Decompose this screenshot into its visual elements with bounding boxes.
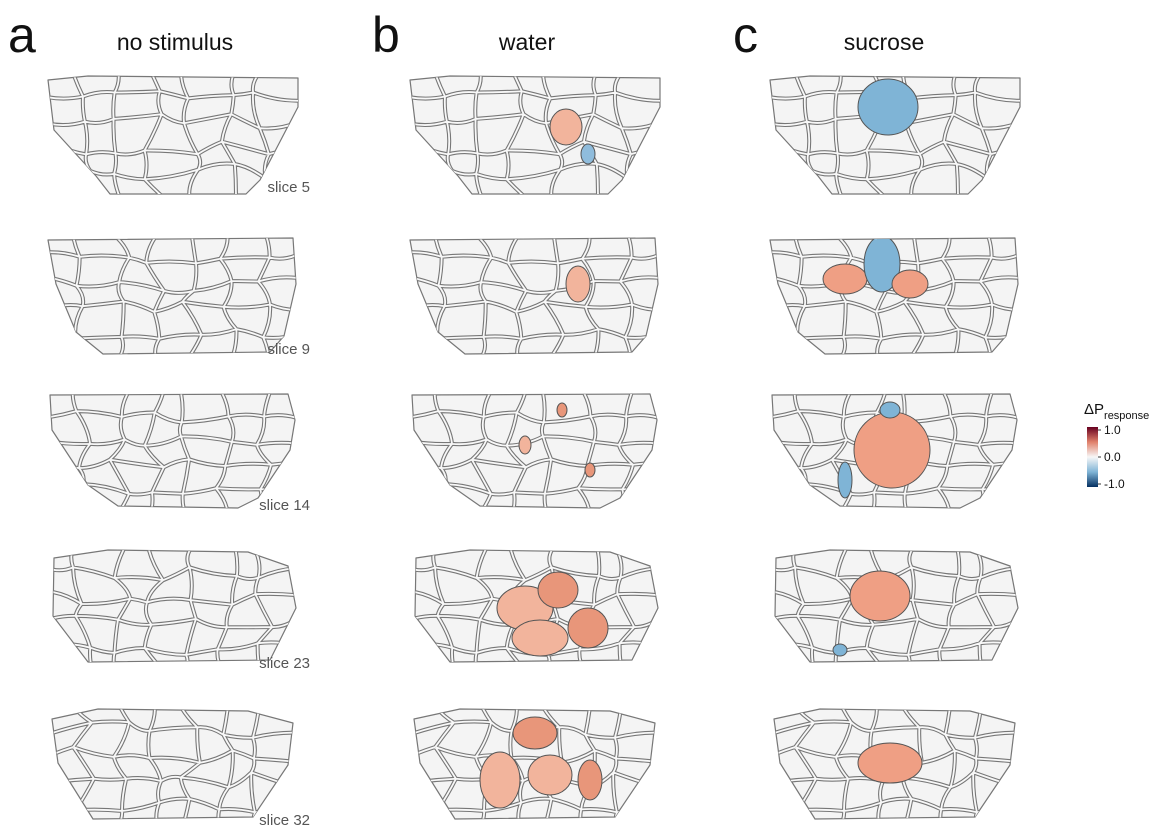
slice-grid: slice 5 slice 9 slice 14 slice 23 slice 32 bbox=[48, 72, 1020, 827]
response-region bbox=[854, 412, 930, 488]
response-region bbox=[557, 403, 567, 417]
slice-label: slice 14 bbox=[259, 497, 310, 514]
response-region bbox=[880, 402, 900, 418]
response-region bbox=[838, 462, 852, 498]
response-region bbox=[578, 760, 602, 800]
panel-title: sucrose bbox=[844, 29, 925, 55]
response-region bbox=[585, 463, 595, 477]
slice-label: slice 23 bbox=[259, 655, 310, 672]
brain-slice bbox=[48, 234, 298, 359]
panel-title: no stimulus bbox=[117, 29, 233, 55]
colorbar-ticks: 1.0 0.0 -1.0 bbox=[1098, 423, 1125, 491]
colorbar-gradient bbox=[1087, 427, 1098, 487]
response-region bbox=[581, 144, 595, 164]
brain-slice bbox=[770, 72, 1020, 197]
response-region bbox=[566, 266, 590, 302]
response-region bbox=[858, 79, 918, 135]
panel-title: water bbox=[498, 29, 556, 55]
response-region bbox=[480, 752, 520, 808]
brain-slice bbox=[770, 548, 1020, 673]
brain-slice bbox=[770, 234, 1020, 359]
response-region bbox=[858, 743, 922, 783]
response-region bbox=[850, 571, 910, 621]
panel-letter: a bbox=[8, 7, 36, 63]
colorbar-label-sub: response bbox=[1104, 410, 1149, 422]
response-region bbox=[512, 620, 568, 656]
brain-slice bbox=[410, 548, 660, 673]
response-region bbox=[892, 270, 928, 298]
response-region bbox=[519, 436, 531, 454]
response-region bbox=[538, 572, 578, 608]
response-region bbox=[550, 109, 582, 145]
colorbar-tick-label: 1.0 bbox=[1104, 423, 1121, 437]
brain-slice bbox=[410, 72, 660, 197]
colorbar: ΔPresponse 1.0 0.0 -1.0 bbox=[1084, 401, 1149, 491]
panel-letter: b bbox=[372, 7, 400, 63]
slice-label: slice 5 bbox=[267, 179, 310, 196]
colorbar-label-main: ΔP bbox=[1084, 401, 1104, 418]
slice-label: slice 9 bbox=[267, 341, 310, 358]
brain-slice bbox=[48, 72, 298, 197]
colorbar-tick-label: 0.0 bbox=[1104, 450, 1121, 464]
colorbar-label: ΔPresponse bbox=[1084, 401, 1149, 422]
brain-slice bbox=[770, 390, 1020, 515]
colorbar-tick-label: -1.0 bbox=[1104, 477, 1125, 491]
response-region bbox=[528, 755, 572, 795]
response-region bbox=[568, 608, 608, 648]
brain-slice bbox=[410, 390, 660, 515]
response-region bbox=[823, 264, 867, 294]
brain-slice bbox=[48, 705, 298, 827]
brain-slice bbox=[410, 234, 660, 359]
slice-label: slice 32 bbox=[259, 812, 310, 827]
response-region bbox=[833, 644, 847, 656]
response-region bbox=[513, 717, 557, 749]
panel-letter: c bbox=[733, 7, 758, 63]
figure: slice 5 slice 9 slice 14 slice 23 slice 32 a… bbox=[0, 0, 1167, 827]
brain-slice bbox=[770, 705, 1020, 827]
brain-slice bbox=[410, 705, 660, 827]
